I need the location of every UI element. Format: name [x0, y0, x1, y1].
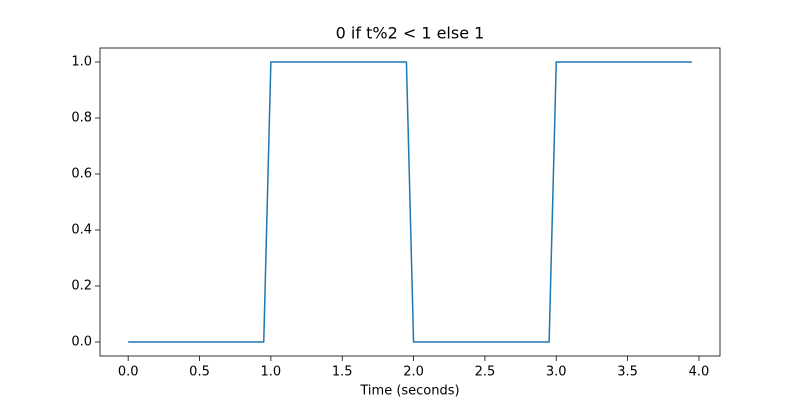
y-tick-label: 0.6	[71, 167, 92, 182]
x-tick-label: 1.0	[261, 365, 282, 380]
x-axis-label: Time (seconds)	[359, 384, 459, 399]
y-tick-label: 0.0	[71, 335, 92, 350]
x-tick-label: 2.5	[475, 365, 496, 380]
y-tick-label: 0.2	[71, 279, 92, 294]
x-tick-label: 0.0	[118, 365, 139, 380]
x-tick-label: 4.0	[689, 365, 710, 380]
x-tick-label: 3.5	[617, 365, 638, 380]
x-tick-label: 2.0	[403, 365, 424, 380]
y-tick-label: 1.0	[71, 55, 92, 70]
x-tick-label: 1.5	[332, 365, 353, 380]
x-tick-label: 3.0	[546, 365, 567, 380]
line-series	[128, 61, 692, 343]
x-tick-label: 0.5	[189, 365, 210, 380]
y-tick-label: 0.8	[71, 111, 92, 126]
y-tick-label: 0.4	[71, 223, 92, 238]
plot-frame	[99, 47, 721, 357]
chart-title: 0 if t%2 < 1 else 1	[336, 24, 485, 43]
